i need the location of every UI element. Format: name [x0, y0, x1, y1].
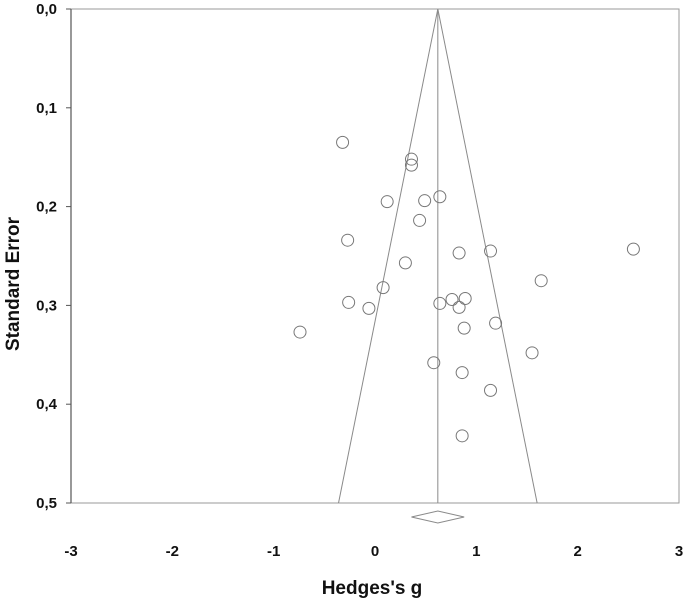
y-tick-label: 0,2	[36, 199, 57, 216]
study-point	[452, 300, 466, 314]
x-tick-label: -1	[267, 543, 280, 560]
study-point	[484, 244, 498, 258]
x-tick-label: 0	[371, 543, 379, 560]
study-point	[433, 190, 447, 204]
study-point	[398, 256, 412, 270]
summary-diamond	[411, 510, 465, 524]
study-point	[455, 366, 469, 380]
study-point	[336, 135, 350, 149]
study-point	[626, 242, 640, 256]
plot-border	[70, 8, 680, 504]
study-point	[452, 246, 466, 260]
study-point	[525, 346, 539, 360]
summary-diamond-group	[411, 510, 465, 524]
study-point	[445, 292, 459, 306]
study-point	[293, 325, 307, 339]
study-point	[427, 356, 441, 370]
y-tick-label: 0,1	[36, 100, 57, 117]
study-point	[413, 213, 427, 227]
x-tick-label: -2	[166, 543, 179, 560]
y-tick-label: 0,4	[36, 396, 58, 413]
study-point	[433, 296, 447, 310]
plot-frame	[70, 8, 680, 504]
study-point	[484, 383, 498, 397]
funnel-left-line	[338, 8, 439, 504]
y-axis-title: Standard Error	[3, 216, 24, 351]
x-tick-label: 3	[675, 543, 683, 560]
study-point	[458, 291, 472, 305]
y-tick-label: 0,0	[36, 1, 57, 18]
study-point	[341, 233, 355, 247]
x-axis-title: Hedges's g	[322, 578, 423, 599]
study-point	[534, 274, 548, 288]
x-tick-label: 1	[472, 543, 480, 560]
y-axis-ticks: 0,0 0,1 0,2 0,3 0,4 0,5	[36, 1, 71, 512]
study-points	[293, 135, 640, 443]
x-tick-label: 2	[573, 543, 581, 560]
x-tick-label: -3	[64, 543, 77, 560]
y-tick-label: 0,3	[36, 297, 57, 314]
y-tick-label: 0,5	[36, 495, 57, 512]
study-point	[380, 195, 394, 209]
study-point	[342, 295, 356, 309]
study-point	[489, 316, 503, 330]
funnel-lines	[338, 8, 538, 504]
x-axis-ticks: -3 -2 -1 0 1 2 3	[64, 543, 683, 560]
study-point	[457, 321, 471, 335]
study-point	[404, 158, 418, 172]
study-point	[455, 429, 469, 443]
study-point	[404, 152, 418, 166]
study-point	[362, 301, 376, 315]
study-point	[418, 194, 432, 208]
study-point	[376, 281, 390, 295]
